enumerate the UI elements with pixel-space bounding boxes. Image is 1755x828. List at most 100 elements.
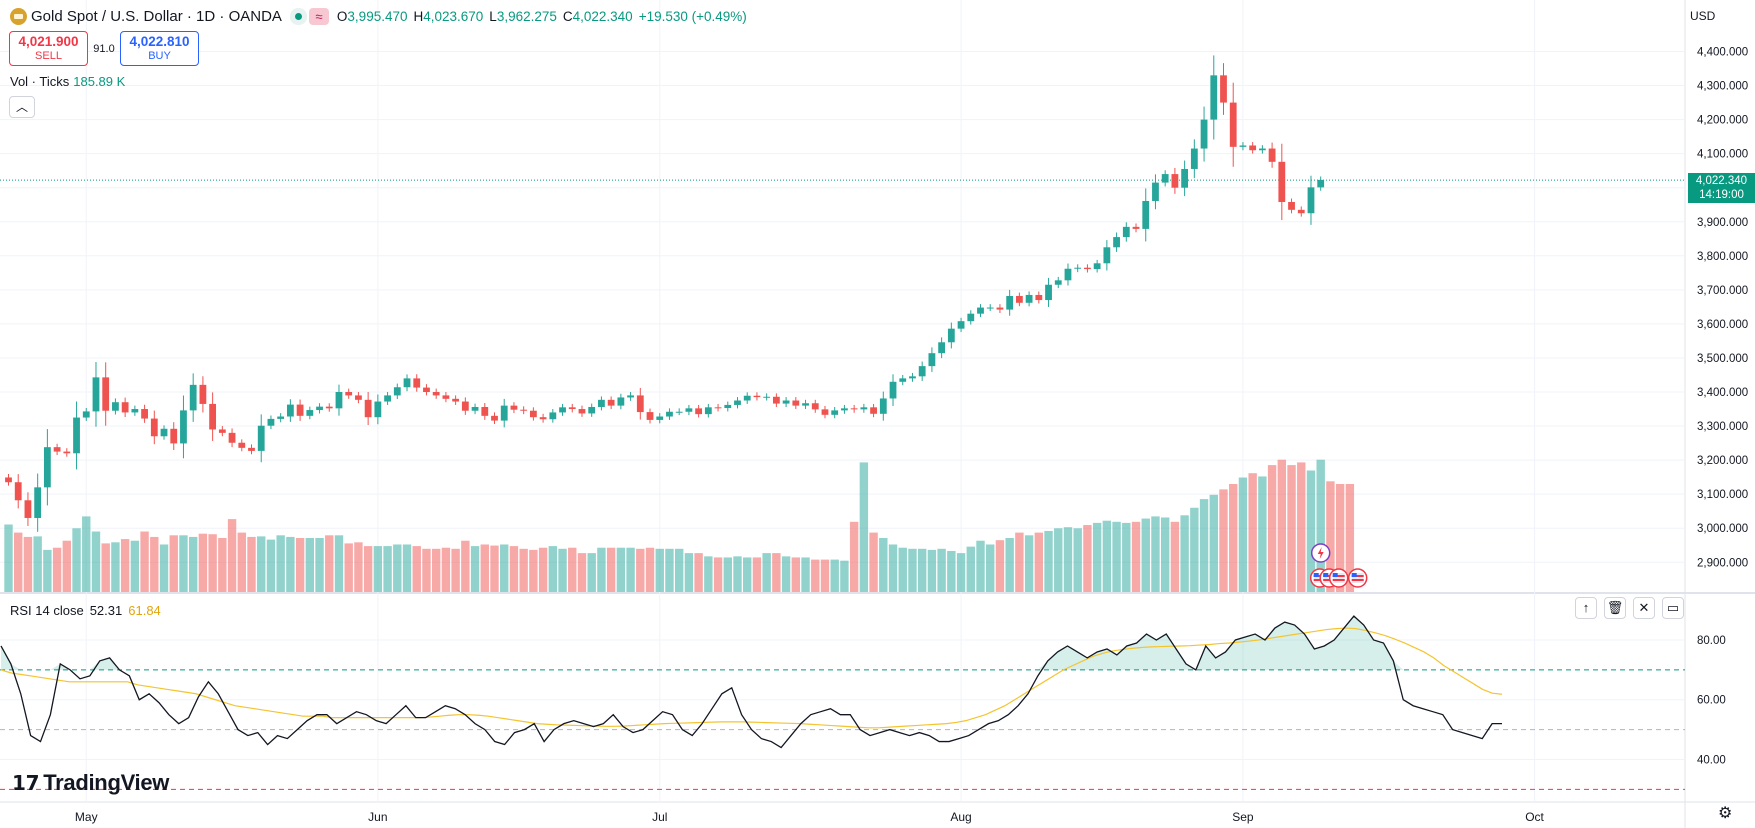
volume-bar <box>888 544 898 592</box>
symbol-title[interactable]: Gold Spot / U.S. Dollar · 1D · OANDA <box>31 7 282 25</box>
candle <box>461 397 469 415</box>
collapse-chevron-icon[interactable]: ︿ <box>9 96 35 118</box>
rsi-legend[interactable]: RSI 14 close 52.31 61.84 <box>10 603 161 618</box>
candle <box>627 392 634 401</box>
volume-bar <box>713 557 723 592</box>
volume-bar <box>616 547 626 592</box>
candle <box>899 374 907 386</box>
volume-bar <box>995 540 1005 592</box>
candle <box>996 304 1004 314</box>
candlestick-series <box>5 55 1368 588</box>
candle <box>1288 198 1295 214</box>
data-wave-icon[interactable]: ≈ <box>308 7 329 25</box>
arrow-up-icon[interactable]: ↑ <box>1575 597 1597 619</box>
volume-bar <box>762 553 771 592</box>
candle <box>452 395 460 405</box>
volume-bar <box>577 553 587 592</box>
volume-bar <box>23 536 33 592</box>
volume-bar <box>879 538 888 592</box>
candle <box>92 362 100 427</box>
candle <box>43 429 51 506</box>
last-price-tag: 4,022.340 14:19:00 <box>1688 173 1755 203</box>
volume-bar <box>1083 525 1092 592</box>
candle <box>248 444 255 455</box>
trash-icon[interactable]: 🗑 <box>1604 597 1626 619</box>
rsi-tick-label: 80.00 <box>1697 635 1726 647</box>
volume-bar <box>1044 530 1053 592</box>
volume-bar <box>636 548 645 592</box>
candle <box>539 413 547 423</box>
volume-bar <box>1160 517 1170 592</box>
candle <box>345 388 353 399</box>
candle <box>82 408 90 421</box>
time-tick-label: Oct <box>1525 810 1544 824</box>
candle <box>734 397 741 409</box>
candle <box>1229 82 1237 167</box>
candle <box>1171 167 1179 194</box>
candle <box>1064 263 1072 286</box>
volume-bar <box>1112 521 1121 592</box>
candle <box>53 443 61 455</box>
candle <box>160 425 168 440</box>
candle <box>306 406 314 420</box>
minimize-icon[interactable]: ✕ <box>1633 597 1655 619</box>
volume-bar <box>334 535 344 592</box>
volume-bar <box>1180 515 1189 592</box>
volume-bar <box>1316 459 1325 592</box>
volume-bar <box>480 544 489 592</box>
volume-bar <box>908 548 917 592</box>
volume-bar <box>315 538 324 592</box>
price-tick-label: 4,300.000 <box>1697 81 1748 93</box>
price-tick-label: 3,700.000 <box>1697 285 1748 297</box>
candle <box>1268 142 1276 168</box>
volume-bar <box>694 553 703 592</box>
volume-bar <box>558 548 567 592</box>
candle <box>1142 188 1150 242</box>
candle <box>598 396 605 411</box>
candle <box>73 401 80 470</box>
volume-bar <box>130 540 140 592</box>
volume-bar <box>373 546 383 592</box>
candle <box>656 413 664 424</box>
candle <box>1307 175 1315 225</box>
volume-bar <box>1102 520 1112 592</box>
candle <box>947 322 955 349</box>
volume-legend[interactable]: Vol · Ticks 185.89 K <box>10 74 126 89</box>
price-change: +19.530 (+0.49%) <box>638 8 747 24</box>
candle <box>1025 291 1033 307</box>
candle <box>491 412 498 425</box>
volume-bar <box>247 536 256 592</box>
volume-bar <box>519 548 528 592</box>
candle <box>617 393 625 410</box>
buy-button[interactable]: 4,022.810 BUY <box>120 31 199 66</box>
candle <box>1122 222 1130 242</box>
volume-bar <box>898 547 907 592</box>
candle <box>559 403 566 416</box>
candle <box>277 413 285 423</box>
candle <box>1249 142 1257 154</box>
candle <box>5 474 12 486</box>
candle <box>442 392 450 403</box>
settings-gear-icon[interactable]: ⚙ <box>1718 805 1733 822</box>
volume-bar <box>568 547 577 592</box>
volume-bar <box>947 550 956 592</box>
volume-bar <box>208 534 217 592</box>
volume-bar <box>626 547 635 592</box>
volume-bar <box>1131 521 1141 592</box>
volume-bar <box>655 548 664 592</box>
maximize-icon[interactable]: ▭ <box>1662 597 1684 619</box>
volume-bar <box>781 556 791 592</box>
candle <box>850 404 858 413</box>
candle <box>918 361 926 381</box>
currency-label[interactable]: USD <box>1690 9 1716 23</box>
volume-bar <box>500 544 509 592</box>
volume-bar <box>393 544 402 592</box>
market-open-icon[interactable] <box>289 7 307 25</box>
volume-bar <box>1238 477 1248 592</box>
tradingview-logo[interactable]: 17 TradingView <box>12 770 170 795</box>
candle <box>267 415 275 430</box>
candle <box>1035 291 1043 304</box>
sell-button[interactable]: 4,021.900 SELL <box>9 31 88 66</box>
